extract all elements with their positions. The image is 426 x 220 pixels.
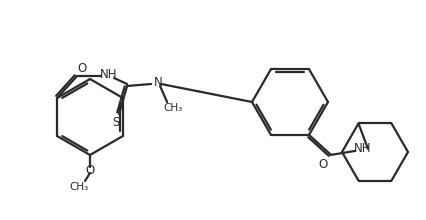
Text: O: O (78, 62, 87, 75)
Text: N: N (154, 75, 162, 88)
Text: NH: NH (101, 68, 118, 81)
Text: S: S (112, 116, 120, 128)
Text: CH₃: CH₃ (69, 182, 89, 192)
Text: O: O (318, 158, 328, 171)
Text: NH: NH (354, 142, 372, 155)
Text: O: O (85, 163, 95, 176)
Text: CH₃: CH₃ (164, 103, 183, 113)
